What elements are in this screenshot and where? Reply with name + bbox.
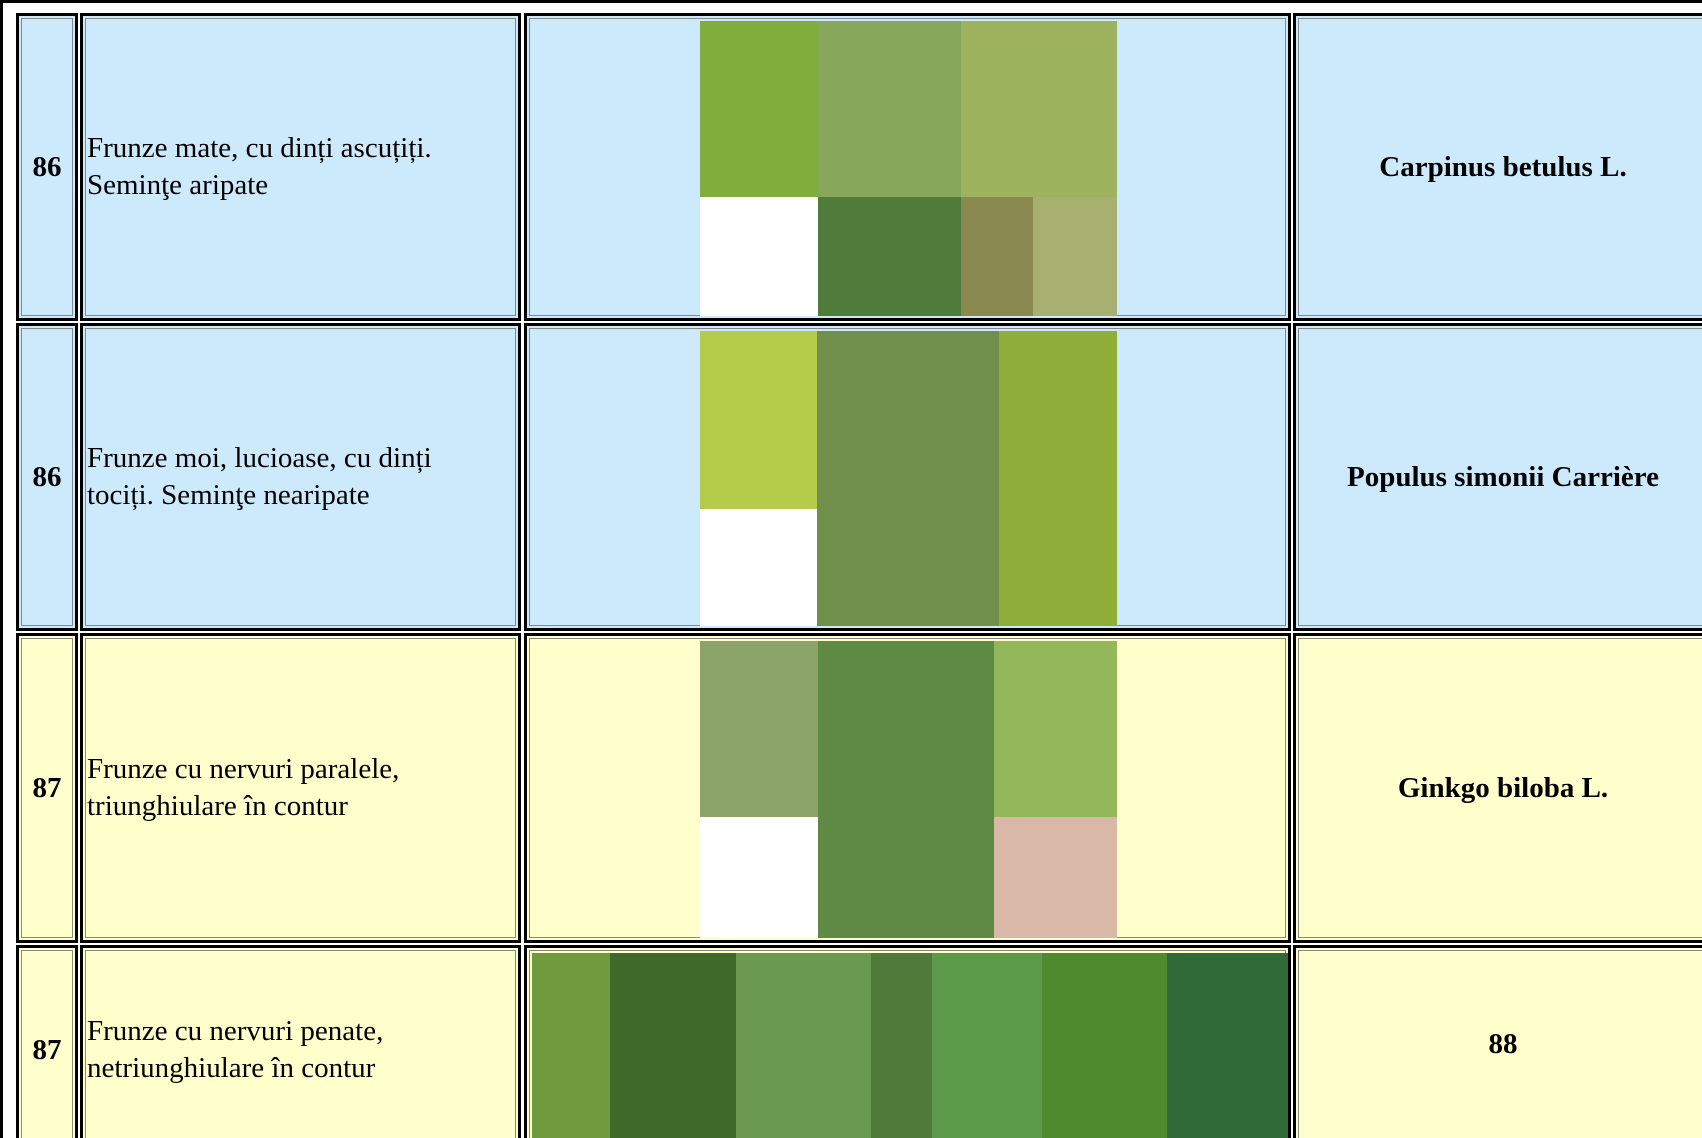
description: Frunze cu nervuri penate, netriunghiular… — [80, 945, 521, 1138]
photo-blank — [700, 509, 817, 626]
photo — [994, 817, 1117, 938]
row-number: 86 — [16, 13, 78, 321]
description-line: tociți. Seminţe nearipate — [87, 479, 370, 511]
photo — [999, 331, 1117, 626]
photo — [818, 641, 994, 938]
photo — [700, 641, 818, 817]
photo — [532, 953, 610, 1138]
description: Frunze mate, cu dinți ascuțiți. Seminţe … — [80, 13, 521, 321]
photo-blank — [700, 817, 818, 938]
photo — [610, 953, 736, 1138]
result: Populus simonii Carrière — [1293, 323, 1702, 631]
description-line: netriunghiulare în contur — [87, 1052, 376, 1084]
photo — [700, 21, 818, 197]
description-line: Frunze cu nervuri penate, — [87, 1015, 384, 1047]
photo — [818, 197, 961, 316]
photo — [817, 331, 999, 626]
photo — [736, 953, 871, 1138]
description-line: Frunze cu nervuri paralele, — [87, 753, 400, 785]
result: Ginkgo biloba L. — [1293, 633, 1702, 943]
photo — [700, 331, 817, 509]
photo — [961, 197, 1033, 316]
image-cell — [524, 633, 1291, 943]
description-line: Frunze moi, lucioase, cu dinți — [87, 442, 432, 474]
row-number: 86 — [16, 323, 78, 631]
photo — [961, 21, 1117, 197]
description-line: triunghiulare în contur — [87, 790, 348, 822]
description-line: Frunze mate, cu dinți ascuțiți. — [87, 132, 432, 164]
row-number: 87 — [16, 633, 78, 943]
photo — [818, 21, 961, 197]
photo — [871, 953, 932, 1138]
image-cell — [524, 13, 1291, 321]
photo — [1033, 197, 1117, 316]
photo — [932, 953, 1042, 1138]
photo-blank — [700, 197, 818, 316]
image-cell — [524, 945, 1291, 1138]
description: Frunze moi, lucioase, cu dinți tociți. S… — [80, 323, 521, 631]
result: Carpinus betulus L. — [1293, 13, 1702, 321]
description: Frunze cu nervuri paralele, triunghiular… — [80, 633, 521, 943]
image-cell — [524, 323, 1291, 631]
photo — [1167, 953, 1288, 1138]
photo — [994, 641, 1117, 817]
description-line: Seminţe aripate — [87, 169, 269, 201]
row-number: 87 — [16, 945, 78, 1138]
result: 88 — [1293, 945, 1702, 1138]
photo — [1042, 953, 1167, 1138]
